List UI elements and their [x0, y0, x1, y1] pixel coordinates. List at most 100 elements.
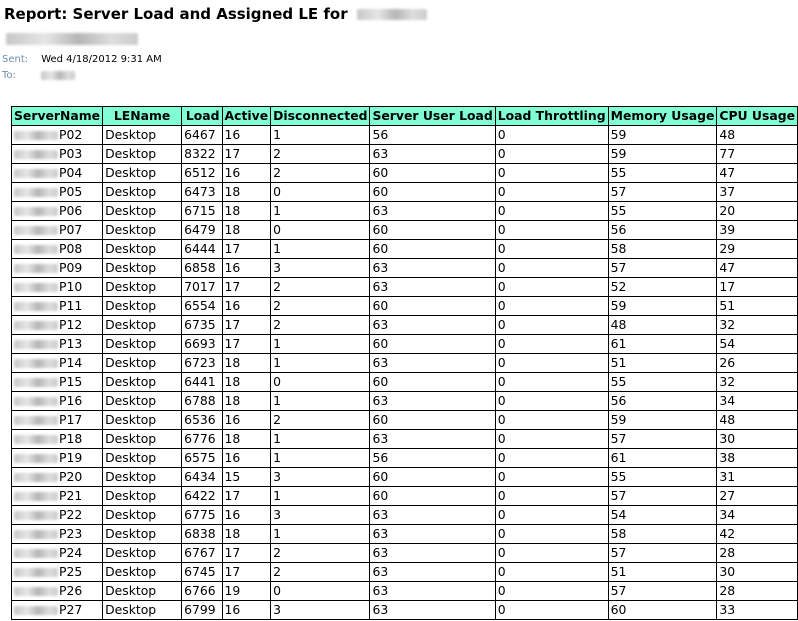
cell-lename: Desktop	[102, 543, 183, 563]
cell-cpu-usage: 42	[716, 524, 798, 544]
cell-servername: P23	[10, 524, 104, 544]
table-row: P09 Desktop 6858 16 3 63 0 57 47	[10, 258, 798, 278]
column-header-load-throttling[interactable]: Load Throttling	[494, 106, 609, 126]
column-header-active[interactable]: Active	[221, 106, 272, 126]
cell-load-throttling: 0	[494, 315, 609, 335]
cell-load: 6799	[181, 600, 223, 620]
server-suffix: P21	[59, 488, 83, 503]
cell-server-user-load: 63	[369, 258, 496, 278]
table-row: P26 Desktop 6766 19 0 63 0 57 28	[10, 581, 798, 601]
to-row: To:	[2, 70, 76, 81]
cell-memory-usage: 48	[607, 315, 718, 335]
cell-active: 18	[221, 372, 272, 392]
report-table: ServerName LEName Load Active Disconnect…	[10, 106, 798, 620]
cell-servername: P03	[10, 144, 104, 164]
cell-load: 6776	[181, 429, 223, 449]
cell-disconnected: 2	[270, 315, 371, 335]
redacted-server-prefix	[14, 188, 58, 197]
cell-cpu-usage: 77	[716, 144, 798, 164]
cell-disconnected: 3	[270, 505, 371, 525]
cell-disconnected: 1	[270, 524, 371, 544]
cell-disconnected: 0	[270, 581, 371, 601]
cell-lename: Desktop	[102, 201, 183, 221]
cell-load-throttling: 0	[494, 391, 609, 411]
column-header-server-user-load[interactable]: Server User Load	[369, 106, 496, 126]
server-suffix: P02	[59, 127, 83, 142]
cell-memory-usage: 55	[607, 467, 718, 487]
table-row: P27 Desktop 6799 16 3 63 0 60 33	[10, 600, 798, 620]
cell-load-throttling: 0	[494, 125, 609, 145]
redacted-sender	[6, 33, 138, 45]
cell-cpu-usage: 38	[716, 448, 798, 468]
cell-cpu-usage: 48	[716, 410, 798, 430]
cell-active: 17	[221, 562, 272, 582]
redacted-server-prefix	[14, 207, 58, 216]
cell-disconnected: 1	[270, 486, 371, 506]
cell-load: 6422	[181, 486, 223, 506]
cell-disconnected: 2	[270, 410, 371, 430]
redacted-server-prefix	[14, 283, 58, 292]
cell-disconnected: 2	[270, 543, 371, 563]
cell-load-throttling: 0	[494, 296, 609, 316]
redacted-server-prefix	[14, 226, 58, 235]
cell-cpu-usage: 48	[716, 125, 798, 145]
cell-memory-usage: 58	[607, 239, 718, 259]
cell-disconnected: 2	[270, 163, 371, 183]
redacted-server-prefix	[14, 245, 58, 254]
cell-load: 6441	[181, 372, 223, 392]
cell-load: 6858	[181, 258, 223, 278]
server-suffix: P14	[59, 355, 83, 370]
cell-active: 17	[221, 315, 272, 335]
cell-load: 6715	[181, 201, 223, 221]
cell-active: 18	[221, 429, 272, 449]
cell-server-user-load: 60	[369, 467, 496, 487]
cell-disconnected: 0	[270, 220, 371, 240]
column-header-cpu-usage[interactable]: CPU Usage	[716, 106, 798, 126]
cell-load-throttling: 0	[494, 600, 609, 620]
table-row: P19 Desktop 6575 16 1 56 0 61 38	[10, 448, 798, 468]
to-label: To:	[2, 70, 16, 81]
cell-load: 6788	[181, 391, 223, 411]
cell-lename: Desktop	[102, 220, 183, 240]
cell-memory-usage: 54	[607, 505, 718, 525]
cell-server-user-load: 60	[369, 410, 496, 430]
column-header-lename[interactable]: LEName	[102, 106, 183, 126]
cell-load-throttling: 0	[494, 353, 609, 373]
redacted-server-prefix	[14, 511, 58, 520]
cell-load: 6479	[181, 220, 223, 240]
cell-server-user-load: 60	[369, 334, 496, 354]
cell-memory-usage: 55	[607, 372, 718, 392]
table-row: P24 Desktop 6767 17 2 63 0 57 28	[10, 543, 798, 563]
column-header-disconnected[interactable]: Disconnected	[270, 106, 371, 126]
redacted-server-prefix	[14, 454, 58, 463]
redacted-server-prefix	[14, 435, 58, 444]
column-header-memory-usage[interactable]: Memory Usage	[607, 106, 718, 126]
cell-servername: P08	[10, 239, 104, 259]
cell-memory-usage: 57	[607, 258, 718, 278]
cell-cpu-usage: 32	[716, 372, 798, 392]
cell-disconnected: 2	[270, 144, 371, 164]
cell-memory-usage: 57	[607, 486, 718, 506]
cell-disconnected: 1	[270, 391, 371, 411]
cell-disconnected: 2	[270, 562, 371, 582]
cell-servername: P11	[10, 296, 104, 316]
cell-load: 6434	[181, 467, 223, 487]
server-suffix: P16	[59, 393, 83, 408]
cell-servername: P12	[10, 315, 104, 335]
table-row: P12 Desktop 6735 17 2 63 0 48 32	[10, 315, 798, 335]
column-header-servername[interactable]: ServerName	[10, 106, 104, 126]
cell-server-user-load: 56	[369, 448, 496, 468]
cell-servername: P05	[10, 182, 104, 202]
cell-load: 6536	[181, 410, 223, 430]
cell-lename: Desktop	[102, 448, 183, 468]
column-header-load[interactable]: Load	[181, 106, 223, 126]
cell-lename: Desktop	[102, 486, 183, 506]
cell-server-user-load: 63	[369, 562, 496, 582]
table-row: P17 Desktop 6536 16 2 60 0 59 48	[10, 410, 798, 430]
cell-load-throttling: 0	[494, 467, 609, 487]
cell-memory-usage: 56	[607, 391, 718, 411]
cell-load: 6767	[181, 543, 223, 563]
server-suffix: P22	[59, 507, 83, 522]
cell-lename: Desktop	[102, 315, 183, 335]
cell-server-user-load: 63	[369, 524, 496, 544]
